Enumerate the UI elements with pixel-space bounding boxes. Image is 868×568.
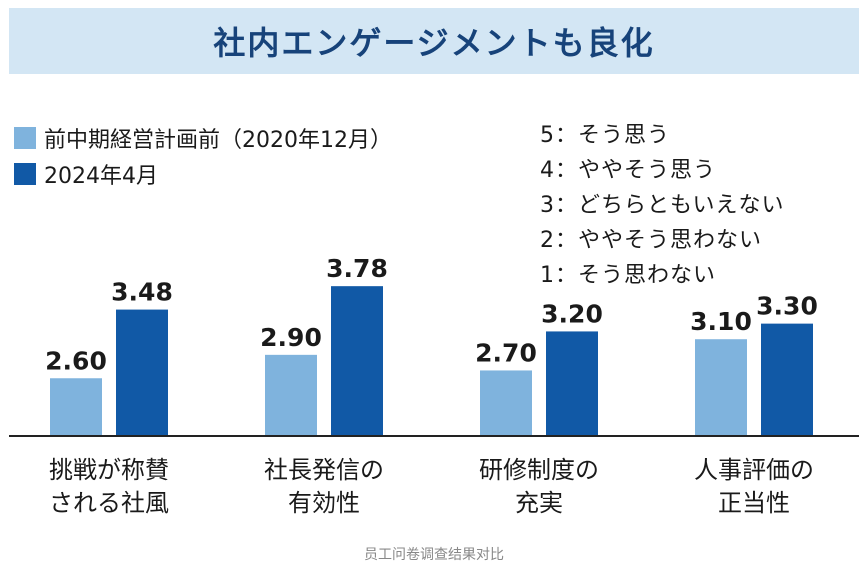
value-label-before-2: 2.90 xyxy=(260,323,322,352)
legend-item-after: 2024年4月 xyxy=(14,156,392,192)
value-label-before-3: 2.70 xyxy=(475,338,537,367)
scale-note-2: 2：ややそう思わない xyxy=(540,228,762,253)
bar-before-4 xyxy=(695,339,747,436)
bar-before-1 xyxy=(50,378,102,436)
category-label-1-line-1: 挑戦が称賛 xyxy=(49,456,169,484)
bar-after-1 xyxy=(116,309,168,436)
title-banner: 社内エンゲージメントも良化 xyxy=(9,8,859,74)
legend-swatch-before xyxy=(14,127,36,149)
bar-before-3 xyxy=(480,370,532,436)
image-caption: 员工问卷调查结果对比 xyxy=(364,547,504,563)
category-label-2-line-2: 有効性 xyxy=(288,489,360,517)
bar-before-2 xyxy=(265,354,317,436)
value-label-after-3: 3.20 xyxy=(541,299,603,328)
value-label-after-1: 3.48 xyxy=(111,278,173,307)
bar-after-2 xyxy=(331,286,383,436)
bar-after-4 xyxy=(761,323,813,436)
category-label-2-line-1: 社長発信の xyxy=(264,456,384,484)
chart-title: 社内エンゲージメントも良化 xyxy=(213,24,655,62)
scale-note-5: 5：そう思う xyxy=(540,123,670,148)
category-label-1-line-2: される社風 xyxy=(49,489,169,517)
value-label-after-4: 3.30 xyxy=(756,292,818,321)
legend-swatch-after xyxy=(14,163,36,185)
value-label-after-2: 3.78 xyxy=(326,254,388,283)
category-label-3-line-2: 充実 xyxy=(515,489,563,517)
scale-notes: 5：そう思う 4：ややそう思う 3：どちらともいえない 2：ややそう思わない 1… xyxy=(540,118,785,293)
scale-note-4: 4：ややそう思う xyxy=(540,158,716,183)
bar-after-3 xyxy=(546,331,598,436)
scale-note-3: 3：どちらともいえない xyxy=(540,193,785,218)
legend-label-after: 2024年4月 xyxy=(44,164,158,189)
value-label-before-4: 3.10 xyxy=(690,307,752,336)
legend: 前中期経営計画前（2020年12月） 2024年4月 xyxy=(14,120,392,192)
category-label-4-line-1: 人事評価の xyxy=(694,456,814,484)
legend-label-before: 前中期経営計画前（2020年12月） xyxy=(44,128,392,153)
category-label-4-line-2: 正当性 xyxy=(718,489,790,517)
category-label-3-line-1: 研修制度の xyxy=(479,456,599,484)
scale-note-1: 1：そう思わない xyxy=(540,263,716,288)
value-label-before-1: 2.60 xyxy=(45,346,107,375)
legend-item-before: 前中期経営計画前（2020年12月） xyxy=(14,120,392,156)
